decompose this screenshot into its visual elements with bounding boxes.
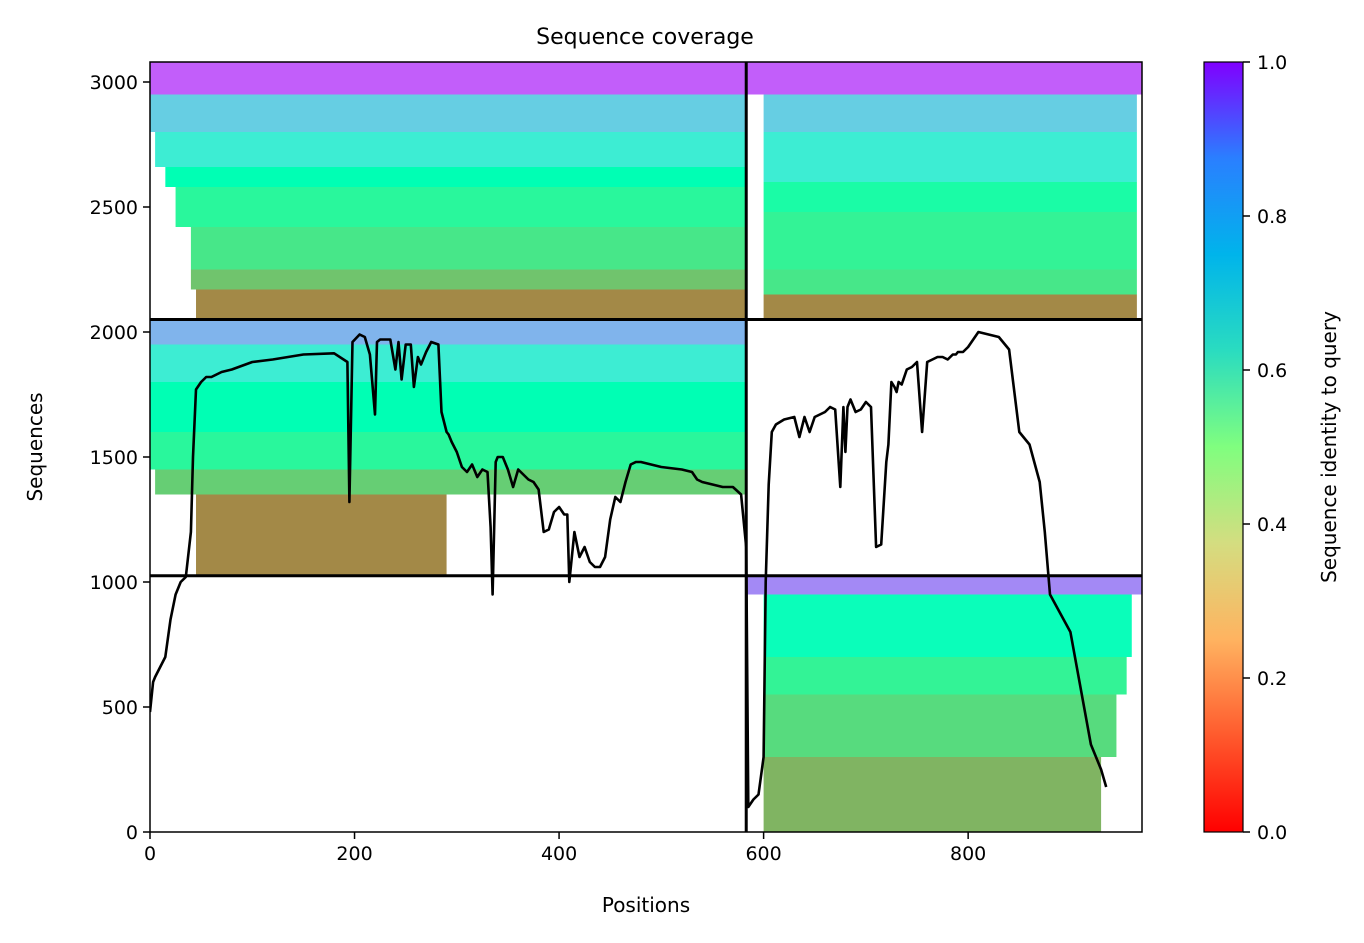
y-tick-label-5: 2500 (90, 197, 138, 219)
heatmap-band-1-1 (763, 269, 1137, 295)
heatmap-band-2-1 (155, 469, 747, 495)
colorbar-tick-label-3: 0.6 (1257, 360, 1287, 382)
y-tick-label-6: 3000 (90, 72, 138, 94)
y-tick-label-0: 0 (126, 822, 138, 844)
heatmap-band-3-0 (763, 757, 1102, 832)
heatmap-band-0-6 (150, 94, 747, 132)
colorbar-ticks: 0.0 0.2 0.4 0.6 0.8 1.0 (1243, 52, 1287, 844)
heatmap-band-3-1 (763, 694, 1117, 757)
plot-area (150, 62, 1142, 832)
heatmap-band-1-5 (763, 94, 1137, 132)
coverage-line (150, 330, 1108, 809)
heatmap-band-1-4 (763, 132, 1137, 182)
y-tick-label-4: 2000 (90, 322, 138, 344)
heatmap-band-2-2 (150, 432, 747, 470)
heatmap-layer (150, 62, 1142, 832)
heatmap-band-0-2 (190, 227, 747, 270)
heatmap-band-0-4 (165, 167, 747, 187)
y-tick-label-2: 1000 (90, 572, 138, 594)
x-tick-label-2: 400 (541, 843, 577, 865)
heatmap-band-2-5 (150, 319, 747, 345)
colorbar-gradient (1203, 61, 1244, 833)
colorbar: 0.0 0.2 0.4 0.6 0.8 1.0 Sequence identity to … (1203, 52, 1341, 844)
heatmap-band-1-3 (763, 182, 1137, 212)
heatmap-band-3-3 (763, 594, 1132, 657)
colorbar-label: Sequence identity to query (1317, 311, 1341, 583)
colorbar-tick-label-5: 1.0 (1257, 52, 1287, 74)
heatmap-band-1-0 (763, 294, 1137, 320)
x-tick-label-0: 0 (144, 843, 156, 865)
colorbar-tick-label-4: 0.8 (1257, 206, 1287, 228)
heatmap-band-1-2 (763, 212, 1137, 270)
x-axis-label: Positions (602, 893, 690, 917)
heatmap-band-3-4 (746, 575, 1142, 595)
chart-title: Sequence coverage (536, 25, 754, 50)
colorbar-tick-label-1: 0.2 (1257, 668, 1287, 690)
y-tick-label-3: 1500 (90, 447, 138, 469)
colorbar-tick-label-0: 0.0 (1257, 822, 1287, 844)
heatmap-band-2-4 (150, 344, 747, 382)
x-axis: 0 200 400 600 800 (144, 832, 986, 865)
heatmap-band-0-5 (155, 132, 747, 167)
y-axis-label: Sequences (23, 392, 47, 501)
heatmap-band-1-6 (746, 62, 1142, 95)
x-tick-label-1: 200 (336, 843, 372, 865)
y-axis: 0 500 1000 1500 2000 2500 3000 (90, 72, 150, 844)
heatmap-band-2-3 (150, 382, 747, 432)
heatmap-band-0-7 (150, 62, 747, 95)
x-tick-label-4: 800 (950, 843, 986, 865)
y-tick-label-1: 500 (102, 697, 138, 719)
heatmap-band-2-0 (196, 494, 447, 576)
x-tick-label-3: 600 (745, 843, 781, 865)
heatmap-band-0-0 (196, 289, 747, 320)
heatmap-band-3-2 (763, 657, 1127, 695)
heatmap-band-0-3 (175, 187, 747, 227)
colorbar-tick-label-2: 0.4 (1257, 514, 1287, 536)
plot-frame (149, 61, 1143, 833)
heatmap-band-0-1 (190, 269, 747, 290)
